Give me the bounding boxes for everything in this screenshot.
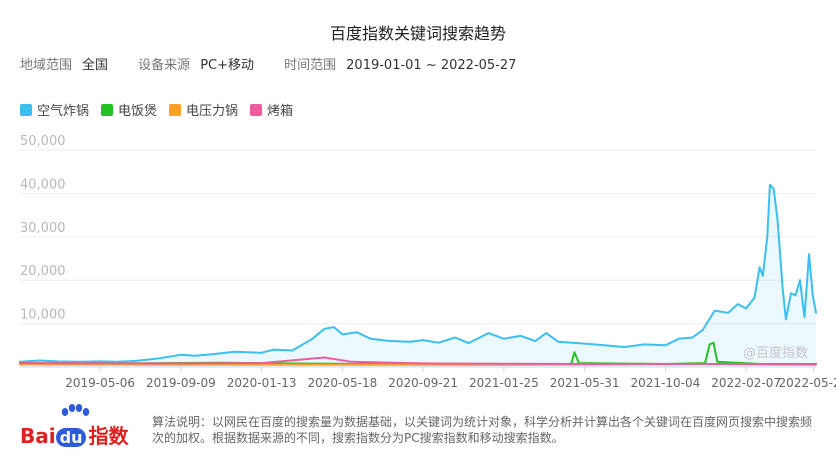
filter-device-label: 设备来源 (138, 58, 191, 73)
legend-swatch (101, 103, 114, 116)
filter-region-label: 地域范围 (20, 58, 73, 73)
page-title: 百度指数关键词搜索趋势 (329, 24, 506, 43)
x-tick-label: 2021-05-31 (550, 376, 620, 390)
algorithm-note: 算法说明：以网民在百度的搜索量为数据基础，以关键词为统计对象，科学分析并计算出各… (152, 415, 813, 445)
y-tick-label: 30,000 (20, 221, 66, 236)
filter-region-value: 全国 (82, 58, 109, 73)
series-line (19, 183, 817, 363)
legend-item[interactable]: 电压力锅 (169, 100, 238, 119)
filter-device-value: PC+移动 (200, 58, 254, 73)
x-tick-label: 2020-05-18 (307, 376, 377, 390)
x-tick-label: 2022-02-07 (711, 376, 781, 390)
series-line (19, 356, 817, 366)
filter-region[interactable]: 地域范围 全国 (20, 58, 112, 73)
filter-time[interactable]: 时间范围 2019-01-01 ~ 2022-05-27 (284, 58, 516, 73)
baidu-index-logo: Bai du 指数 (20, 404, 138, 448)
series-area (20, 184, 816, 367)
legend-swatch (250, 103, 263, 116)
baidu-index-wordmark: Bai du 指数 (20, 424, 129, 448)
filter-bar: 地域范围 全国 设备来源 PC+移动 时间范围 2019-01-01 ~ 2022-0… (20, 54, 542, 73)
watermark: @百度指数 (743, 345, 808, 361)
filter-time-label: 时间范围 (284, 58, 337, 73)
legend-item[interactable]: 电饭煲 (101, 100, 157, 119)
filter-time-value: 2019-01-01 ~ 2022-05-27 (346, 58, 517, 73)
legend-item[interactable]: 空气炸锅 (20, 100, 89, 119)
x-tick-label: 2020-09-21 (388, 376, 458, 390)
x-tick-label: 2021-10-04 (631, 376, 701, 390)
y-tick-label: 40,000 (20, 177, 66, 192)
legend-label: 电压力锅 (186, 104, 239, 119)
legend-item[interactable]: 烤箱 (250, 100, 293, 119)
x-tick-label: 2021-01-25 (469, 376, 539, 390)
trend-chart: 10,000 20,000 30,000 40,000 50,000 2019-05-06… (19, 134, 836, 390)
chart-legend: 空气炸锅 电饭煲 电压力锅 烤箱 (20, 100, 293, 119)
x-tick-label: 2019-09-09 (146, 376, 216, 390)
filter-device[interactable]: 设备来源 PC+移动 (138, 58, 258, 73)
legend-swatch (20, 103, 32, 116)
legend-label: 烤箱 (267, 104, 294, 119)
x-tick-label: 2020-01-13 (227, 376, 297, 390)
legend-label: 电饭煲 (118, 104, 158, 119)
y-tick-label: 50,000 (20, 134, 66, 149)
x-tick-label: 2022-05-23 (779, 376, 836, 390)
x-tick-label: 2019-05-06 (65, 376, 135, 390)
legend-label: 空气炸锅 (37, 104, 90, 119)
baidu-paw-icon (61, 404, 90, 416)
y-tick-label: 10,000 (20, 308, 66, 323)
legend-swatch (169, 103, 182, 116)
y-tick-label: 20,000 (20, 264, 66, 279)
